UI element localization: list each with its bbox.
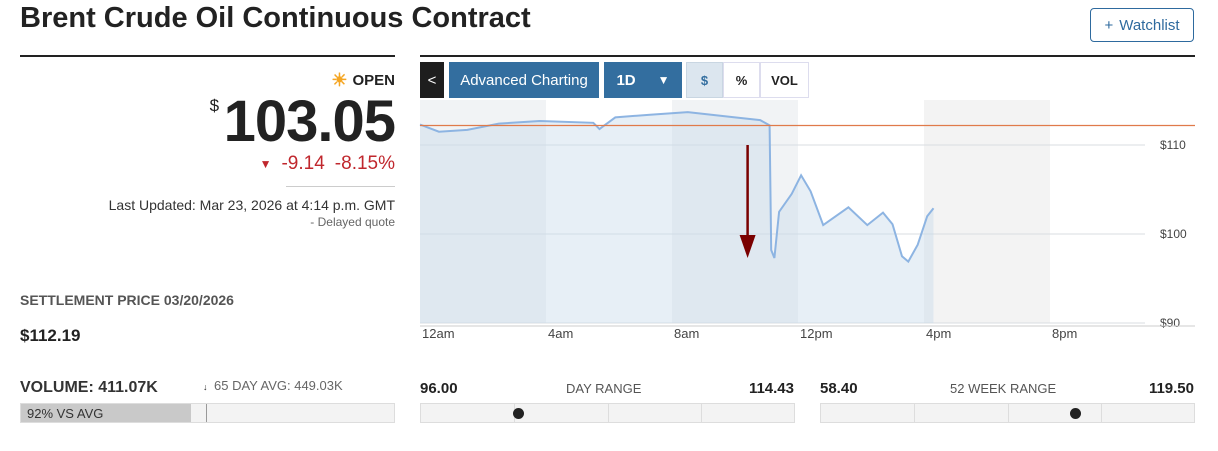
down-triangle-icon: ▼ [259, 157, 272, 171]
week52-label: 52 WEEK RANGE [950, 381, 1057, 396]
day-range-label: DAY RANGE [566, 381, 642, 396]
x-tick-label: 12pm [800, 326, 833, 341]
y-tick-label: $100 [1160, 227, 1187, 241]
last-price: $103.05 [210, 88, 396, 155]
period-value: 1D [616, 71, 636, 89]
volume-vs-avg: 92% VS AVG [27, 406, 104, 421]
day-range-marker [512, 408, 524, 419]
volume-bar: 92% VS AVG [20, 403, 395, 423]
watchlist-label: Watchlist [1119, 16, 1180, 34]
change-percent: -8.15% [334, 153, 395, 174]
mode-dollar[interactable]: $ [686, 62, 723, 98]
week52-range-bar [820, 403, 1195, 423]
watchlist-button[interactable]: + Watchlist [1090, 8, 1194, 42]
price-change: ▼ -9.14 -8.15% [260, 153, 395, 175]
collapse-button[interactable]: < [420, 62, 444, 98]
currency: $ [209, 96, 220, 115]
x-tick-label: 8am [674, 326, 699, 341]
volume-avg: 65 DAY AVG: 449.03K [214, 378, 343, 393]
volume-label: VOLUME: 411.07K [20, 379, 158, 396]
y-tick-label: $110 [1160, 138, 1186, 152]
week52-high: 119.50 [1148, 380, 1194, 397]
price-line [419, 111, 935, 264]
x-tick-label: 4am [548, 326, 573, 341]
future-band [924, 100, 1050, 323]
mode-volume[interactable]: VOL [760, 62, 809, 98]
settlement-label: SETTLEMENT PRICE 03/20/2026 [20, 292, 234, 308]
settlement-value: $112.19 [20, 326, 81, 345]
status-label: OPEN [352, 72, 395, 89]
change-value: -9.14 [281, 153, 325, 174]
delayed-quote: - Delayed quote [310, 215, 395, 229]
page-title: Brent Crude Oil Continuous Contract [20, 2, 531, 34]
delayed-label: Delayed quote [317, 215, 395, 229]
sun-icon: ☀ [331, 70, 348, 90]
divider [286, 186, 395, 187]
mode-percent[interactable]: % [723, 62, 760, 98]
x-tick-label: 12am [422, 326, 455, 341]
advanced-charting-button[interactable]: Advanced Charting [449, 62, 599, 98]
caret-down-icon: ▼ [657, 73, 670, 87]
y-tick-label: $90 [1160, 316, 1180, 330]
week52-low: 58.40 [820, 380, 858, 397]
day-range-bar [420, 403, 795, 423]
period-select[interactable]: 1D ▼ [604, 62, 682, 98]
divider [420, 55, 1195, 57]
band [672, 100, 798, 323]
plus-icon: + [1104, 16, 1114, 34]
week52-marker [1069, 408, 1081, 419]
x-tick-label: 4pm [926, 326, 951, 341]
x-tick-label: 8pm [1052, 326, 1077, 341]
day-range-low: 96.00 [420, 380, 458, 397]
market-status: ☀ OPEN [331, 70, 395, 91]
last-updated: Last Updated: Mar 23, 2026 at 4:14 p.m. … [108, 197, 395, 213]
avg-arrow-icon: ↓ [203, 382, 208, 392]
down-arrow-icon [739, 235, 756, 258]
divider [20, 55, 395, 57]
day-range-high: 114.43 [748, 380, 794, 397]
price-area [420, 112, 934, 323]
band [420, 100, 546, 323]
price-value: 103.05 [223, 89, 396, 154]
